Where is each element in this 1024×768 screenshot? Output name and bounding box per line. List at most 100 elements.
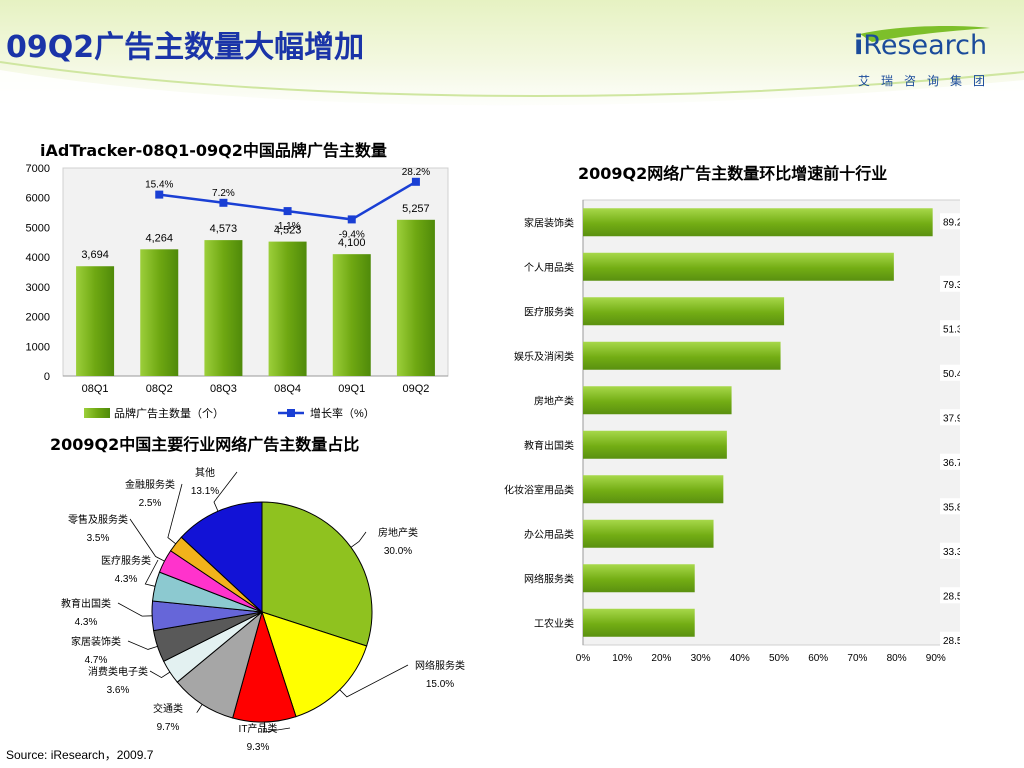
x-tick-label: 80% [887, 653, 907, 664]
pie-slice-value: 4.3% [115, 574, 138, 585]
pie-slice-name: 零售及服务类 [68, 513, 128, 526]
y-tick-label: 0 [44, 371, 50, 383]
category-label: 网络服务类 [524, 572, 574, 585]
pie-slice-value: 2.5% [139, 498, 162, 509]
logo-swoosh-icon [860, 26, 990, 42]
bar [583, 564, 695, 593]
growth-point [347, 215, 356, 224]
x-tick-label: 09Q1 [338, 383, 365, 395]
bar [583, 386, 732, 415]
category-label: 办公用品类 [524, 528, 574, 541]
bar-value-label: 4,573 [210, 223, 238, 235]
pie-slice [261, 611, 368, 718]
growth-label: -9.4% [339, 229, 365, 240]
bar [332, 254, 371, 376]
category-label: 化妆浴室用品类 [504, 483, 574, 496]
value-label: 89.2% [943, 217, 960, 228]
pie-leader-line [350, 531, 367, 548]
bar [396, 219, 435, 376]
growth-label: 7.2% [212, 188, 235, 199]
growth-label: 28.2% [402, 167, 430, 178]
industry-share-pie-chart: 房地产类 30.0% 网络服务类 15.0% IT产品类 9.3% 交通类 9.7% 消费类电子… [61, 466, 465, 753]
category-label: 娱乐及消闲类 [514, 350, 574, 363]
growth-point [283, 207, 292, 216]
x-tick-label: 09Q2 [402, 383, 429, 395]
bar [583, 519, 714, 548]
pie-slice [180, 501, 263, 614]
value-label-box [940, 364, 960, 381]
logo-subtitle: 艾瑞咨询集团 [858, 74, 997, 88]
value-label: 79.3% [943, 280, 960, 291]
category-label: 个人用品类 [524, 261, 574, 274]
pie-slice-value: 4.7% [85, 655, 108, 666]
pie-slice-value: 4.3% [75, 617, 98, 628]
value-label-box [940, 320, 960, 337]
bar-value-label: 3,694 [81, 249, 109, 261]
y-tick-label: 7000 [26, 163, 50, 175]
pie-slice-name: 金融服务类 [125, 478, 175, 491]
category-label: 工农业类 [534, 617, 574, 630]
bar-value-label: 4,523 [274, 225, 302, 237]
pie-leader-line [167, 483, 183, 545]
bar [76, 266, 115, 376]
bar [583, 475, 724, 504]
value-label-box [940, 631, 960, 648]
pie-leader-line [127, 640, 158, 650]
x-tick-label: 10% [612, 653, 632, 664]
bar-value-label: 4,100 [338, 237, 366, 249]
pie-slice-name: 教育出国类 [61, 597, 111, 610]
advertiser-count-chart: 0 1000 2000 3000 4000 5000 6000 7000 3,694 08Q1 4,… [26, 163, 449, 420]
x-tick-label: 70% [847, 653, 867, 664]
x-tick-label: 08Q1 [82, 383, 109, 395]
pie-leader-line [129, 518, 165, 562]
legend-bar-label: 品牌广告主数量（个） [114, 406, 224, 420]
page-title: 09Q2广告主数量大幅增加 [6, 30, 365, 65]
bar-value-label: 4,264 [145, 232, 173, 244]
pie-slice-value: 9.7% [157, 722, 180, 733]
value-label: 33.3% [943, 547, 960, 558]
pie-slice-name: 家居装饰类 [71, 635, 121, 648]
pie-slice-name: 消费类电子类 [88, 665, 148, 678]
pie-leader-line [144, 559, 159, 587]
legend-line-marker [287, 409, 295, 417]
value-label: 35.8% [943, 502, 960, 513]
pie-slice-value: 13.1% [191, 486, 219, 497]
pie-slice-name: 房地产类 [378, 526, 418, 539]
y-tick-label: 6000 [26, 193, 50, 205]
pie-slice-name: 其他 [195, 466, 215, 479]
pie-slice-name: 医疗服务类 [101, 554, 151, 567]
y-tick-label: 5000 [26, 222, 50, 234]
category-label: 教育出国类 [524, 439, 574, 452]
growth-label: -1.1% [275, 221, 301, 232]
value-label: 50.4% [943, 369, 960, 380]
pie-slice-name: 交通类 [153, 702, 183, 715]
y-tick-label: 2000 [26, 312, 50, 324]
bar [583, 297, 785, 326]
x-tick-label: 60% [808, 653, 828, 664]
bar [583, 341, 781, 370]
pie-leader-line [149, 670, 171, 679]
value-label-box [940, 498, 960, 515]
bar [583, 252, 894, 281]
x-tick-label: 08Q4 [274, 383, 301, 395]
logo-wordmark: iResearch [854, 30, 988, 61]
pie-slice-name: IT产品类 [239, 722, 278, 735]
pie-leader-line [264, 721, 291, 733]
value-label: 37.9% [943, 413, 960, 424]
pie-leader-line [213, 471, 238, 512]
bar [583, 608, 695, 637]
chart2-title: 2009Q2网络广告主数量环比增速前十行业 [578, 164, 888, 183]
header-band: 09Q2广告主数量大幅增加 iResearch 艾瑞咨询集团 [0, 0, 1024, 112]
value-label-box [940, 542, 960, 559]
category-label: 医疗服务类 [524, 305, 574, 318]
bar [268, 241, 307, 376]
growth-point [155, 190, 164, 199]
pie-leader-line [117, 602, 153, 617]
category-label: 房地产类 [534, 394, 574, 407]
pie-slice-value: 30.0% [384, 546, 412, 557]
plot-area [62, 167, 449, 377]
pie-slice [261, 501, 373, 647]
growth-point [219, 198, 228, 207]
value-label-box [940, 409, 960, 426]
value-label: 28.5% [943, 636, 960, 647]
